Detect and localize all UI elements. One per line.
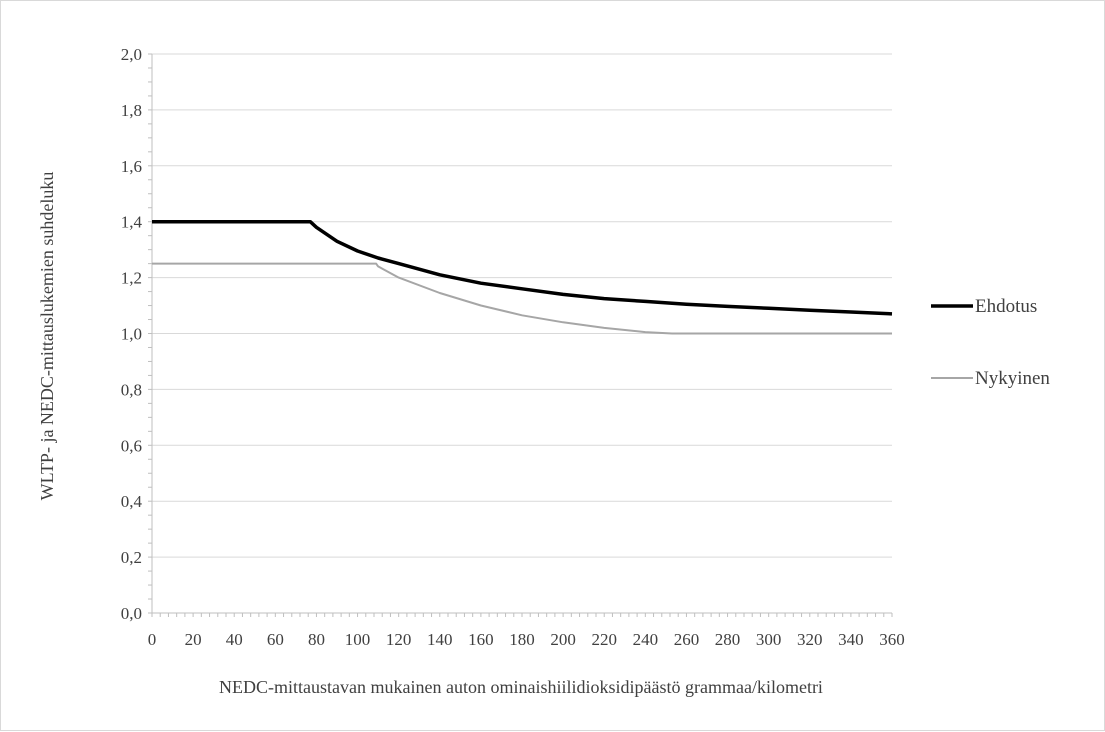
y-tick-label: 0,6: [121, 436, 142, 455]
y-tick-label: 1,0: [121, 325, 142, 344]
y-tick-label: 0,4: [121, 492, 143, 511]
gridlines: [152, 53, 892, 558]
y-tick-label: 1,2: [121, 269, 142, 288]
axes: [148, 53, 893, 617]
x-tick-label: 200: [550, 630, 576, 649]
x-tick-label: 180: [509, 630, 535, 649]
y-tick-label: 1,4: [121, 213, 143, 232]
legend: Ehdotus Nykyinen: [931, 296, 1050, 389]
x-tick-label: 0: [148, 630, 157, 649]
y-tick-label: 0,0: [121, 604, 142, 623]
y-tick-label: 1,8: [121, 101, 142, 120]
series-lines: [152, 219, 893, 335]
y-tick-label: 2,0: [121, 45, 142, 64]
x-tick-label: 340: [838, 630, 864, 649]
x-tick-label: 120: [386, 630, 412, 649]
x-tick-label: 280: [715, 630, 741, 649]
x-tick-label: 300: [756, 630, 782, 649]
legend-label: Nykyinen: [975, 368, 1050, 389]
x-tick-label: 100: [345, 630, 371, 649]
y-tick-label: 0,2: [121, 548, 142, 567]
x-axis-label: NEDC-mittaustavan mukainen auton ominais…: [219, 677, 823, 697]
y-axis-label: WLTP- ja NEDC-mittauslukemien suhdeluku: [37, 172, 57, 501]
x-tick-label: 60: [267, 630, 284, 649]
series-line-ehdotus: [152, 219, 893, 316]
series-line-nykyinen: [152, 262, 892, 335]
x-tick-label: 360: [879, 630, 905, 649]
x-tick-label: 220: [591, 630, 617, 649]
legend-label: Ehdotus: [975, 296, 1037, 317]
x-tick-label: 240: [633, 630, 659, 649]
y-tick-label: 1,6: [121, 157, 142, 176]
y-tick-labels: 0,0 0,2 0,4 0,6 0,8 1,0 1,2 1,4 1,6 1,8 2,0: [121, 45, 143, 623]
x-tick-labels: 0 20 40 60 80 100 120 140 160 180 200 220 240 260 280 3…: [148, 630, 905, 649]
x-tick-label: 40: [226, 630, 243, 649]
x-tick-label: 140: [427, 630, 453, 649]
x-tick-label: 260: [674, 630, 700, 649]
x-tick-label: 320: [797, 630, 823, 649]
y-tick-label: 0,8: [121, 380, 142, 399]
x-tick-label: 80: [308, 630, 325, 649]
x-tick-label: 20: [185, 630, 202, 649]
x-tick-label: 160: [468, 630, 494, 649]
